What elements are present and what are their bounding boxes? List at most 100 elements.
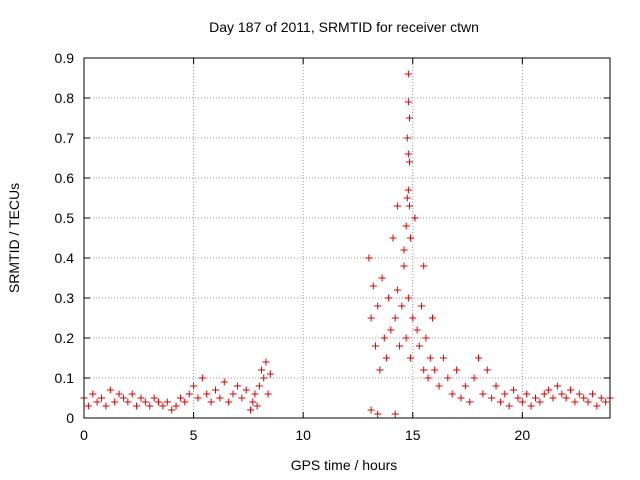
data-point xyxy=(137,394,145,402)
data-point xyxy=(106,386,114,394)
data-point xyxy=(448,390,456,398)
data-point xyxy=(405,114,413,122)
data-point xyxy=(407,234,415,242)
data-point xyxy=(119,394,127,402)
x-tick-label: 20 xyxy=(515,427,531,443)
data-point xyxy=(420,262,428,270)
data-point xyxy=(602,398,610,406)
data-point xyxy=(393,202,401,210)
data-point xyxy=(407,354,415,362)
data-point xyxy=(575,390,583,398)
data-point xyxy=(258,366,266,374)
data-point xyxy=(190,382,198,390)
data-point xyxy=(185,390,193,398)
data-point xyxy=(488,394,496,402)
data-point xyxy=(198,374,206,382)
data-point xyxy=(483,366,491,374)
data-point xyxy=(584,398,592,406)
y-tick-label: 0.9 xyxy=(55,50,75,66)
y-tick-label: 0.4 xyxy=(55,250,75,266)
data-point xyxy=(527,402,535,410)
data-point xyxy=(415,342,423,350)
y-tick-label: 0.5 xyxy=(55,210,75,226)
data-point xyxy=(405,158,413,166)
data-point xyxy=(378,274,386,282)
data-point xyxy=(229,390,237,398)
data-point xyxy=(98,394,106,402)
data-point xyxy=(133,402,141,410)
x-tick-label: 5 xyxy=(190,427,198,443)
data-point xyxy=(163,398,171,406)
data-point xyxy=(461,382,469,390)
data-point xyxy=(558,390,566,398)
data-point xyxy=(479,390,487,398)
data-point xyxy=(128,390,136,398)
data-point xyxy=(262,358,270,366)
y-tick-label: 0.3 xyxy=(55,290,75,306)
data-point xyxy=(501,390,509,398)
data-point xyxy=(398,302,406,310)
data-point xyxy=(369,282,377,290)
data-point xyxy=(457,394,465,402)
data-point xyxy=(393,286,401,294)
data-point xyxy=(571,398,579,406)
data-point xyxy=(424,374,432,382)
data-point xyxy=(251,390,259,398)
data-point xyxy=(470,374,478,382)
data-point xyxy=(562,394,570,402)
data-point xyxy=(216,394,224,402)
data-point xyxy=(400,262,408,270)
data-point xyxy=(176,394,184,402)
y-tick-label: 0.8 xyxy=(55,90,75,106)
data-point xyxy=(255,382,263,390)
data-point xyxy=(404,294,412,302)
data-point xyxy=(391,410,399,418)
data-point xyxy=(418,302,426,310)
data-point xyxy=(159,402,167,410)
x-tick-label: 0 xyxy=(80,427,88,443)
data-point xyxy=(380,334,388,342)
data-point xyxy=(597,394,605,402)
data-point xyxy=(374,410,382,418)
data-point xyxy=(220,378,228,386)
data-point xyxy=(102,402,110,410)
y-tick-label: 0.7 xyxy=(55,130,75,146)
data-point xyxy=(247,406,255,414)
data-point xyxy=(225,398,233,406)
data-point xyxy=(518,398,526,406)
data-point xyxy=(365,254,373,262)
data-point xyxy=(249,398,257,406)
data-point xyxy=(580,394,588,402)
data-point xyxy=(389,234,397,242)
data-point xyxy=(428,314,436,322)
data-points xyxy=(80,70,614,418)
data-point xyxy=(115,390,123,398)
data-point xyxy=(111,398,119,406)
data-point xyxy=(371,342,379,350)
y-tick-label: 0.1 xyxy=(55,370,75,386)
x-axis-label: GPS time / hours xyxy=(291,457,398,473)
data-point xyxy=(124,398,132,406)
y-tick-label: 0.6 xyxy=(55,170,75,186)
plot-frame xyxy=(83,57,611,419)
data-point xyxy=(553,382,561,390)
data-point xyxy=(540,390,548,398)
data-point xyxy=(531,394,539,402)
data-point xyxy=(367,406,375,414)
y-tick-label: 0 xyxy=(66,410,74,426)
data-point xyxy=(402,334,410,342)
data-point xyxy=(403,134,411,142)
chart-title: Day 187 of 2011, SRMTID for receiver ctw… xyxy=(209,19,479,35)
data-point xyxy=(404,186,412,194)
data-point xyxy=(84,402,92,410)
data-point xyxy=(409,314,417,322)
data-point xyxy=(242,386,250,394)
data-point xyxy=(93,398,101,406)
data-point xyxy=(150,394,158,402)
data-point xyxy=(492,382,500,390)
data-point xyxy=(194,394,202,402)
data-point xyxy=(382,354,390,362)
data-point xyxy=(387,326,395,334)
data-point xyxy=(391,314,399,322)
